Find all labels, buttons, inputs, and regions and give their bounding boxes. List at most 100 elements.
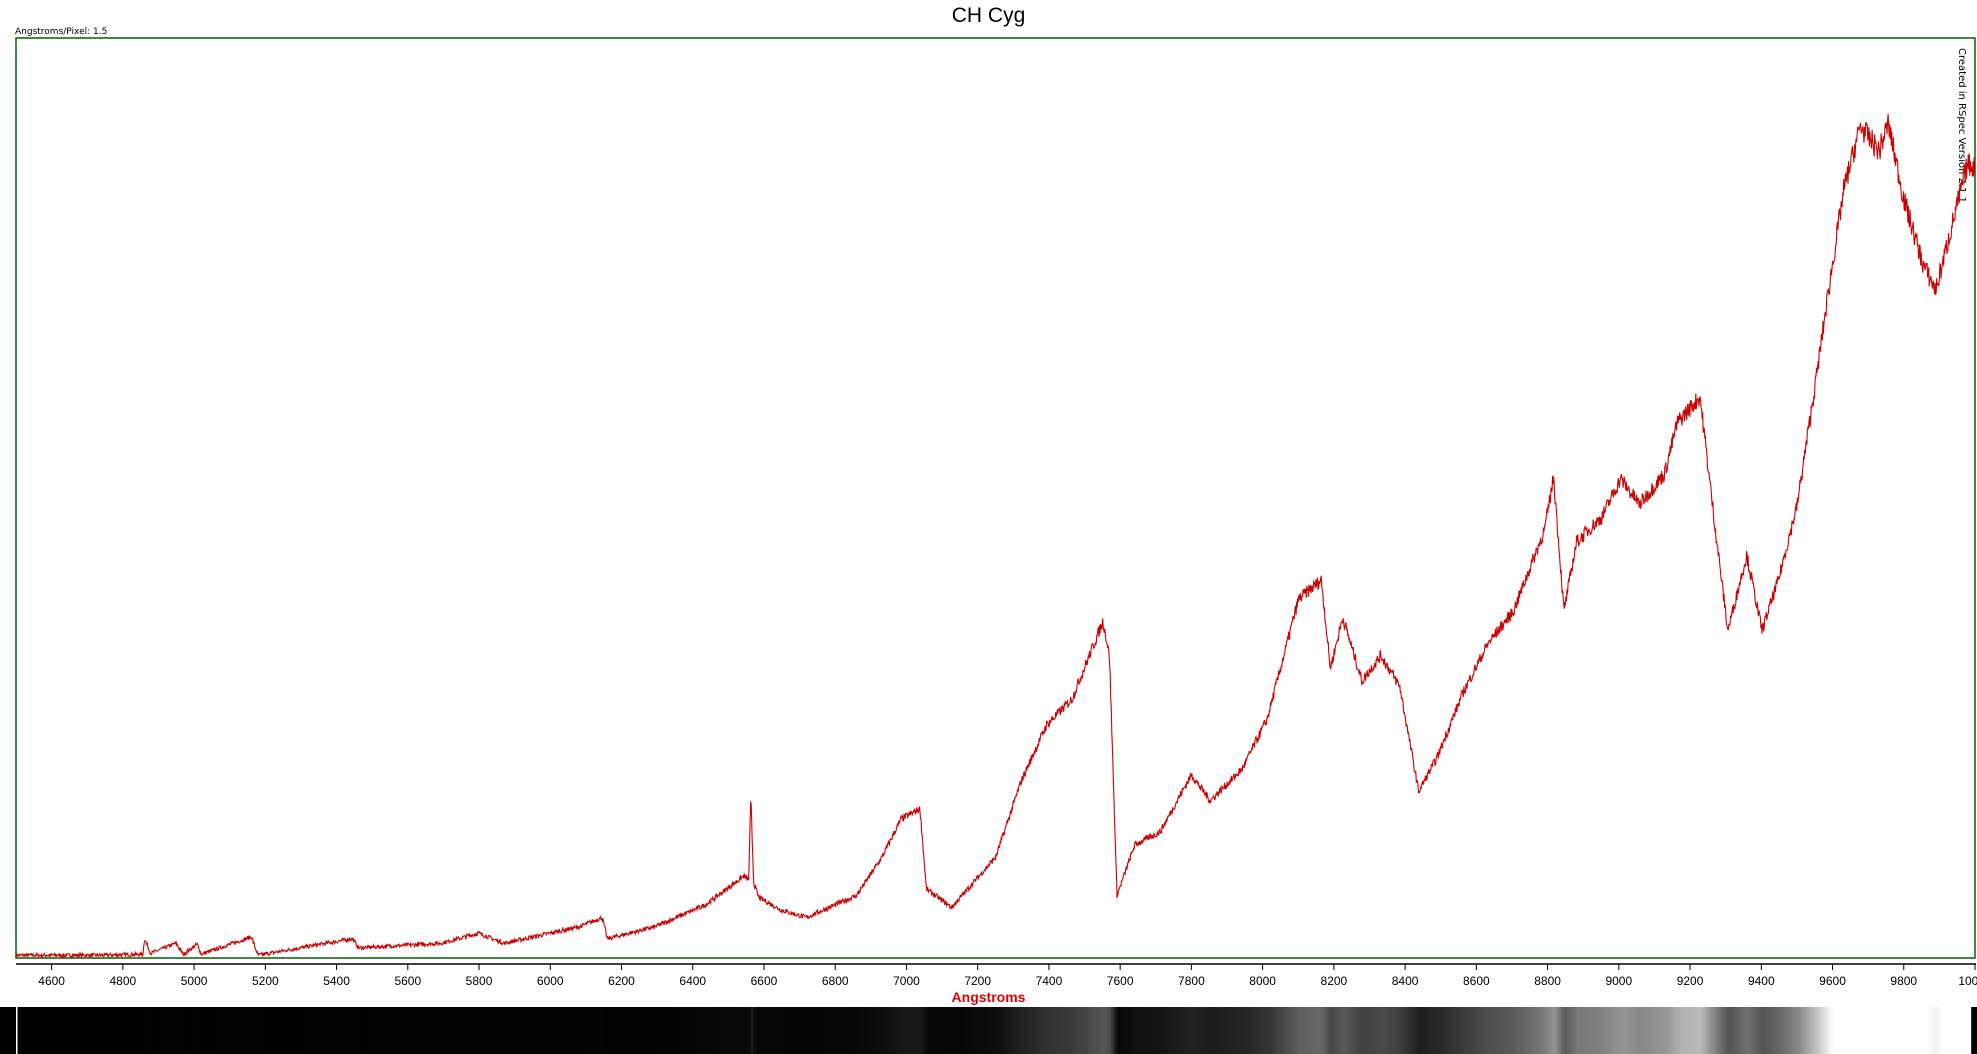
spectrum-strip-band (369, 1007, 372, 1054)
spectrum-strip-band (409, 1007, 412, 1054)
spectrum-strip-band (537, 1007, 540, 1054)
spectrum-strip-band (487, 1007, 490, 1054)
spectrum-strip-band (1583, 1007, 1586, 1054)
spectrum-strip-band (907, 1007, 910, 1054)
spectrum-strip-band (1281, 1007, 1284, 1054)
spectrum-strip-band (125, 1007, 128, 1054)
spectrum-strip-band (191, 1007, 194, 1054)
spectrum-strip-band (1109, 1007, 1112, 1054)
x-tick-label: 4600 (38, 974, 65, 988)
spectrum-strip-band (173, 1007, 176, 1054)
spectrum-strip-band (495, 1007, 498, 1054)
spectrum-strip-band (1581, 1007, 1584, 1054)
spectrum-strip-band (1113, 1007, 1116, 1054)
spectrum-strip-band (1545, 1007, 1548, 1054)
spectrum-strip-band (1839, 1007, 1842, 1054)
spectrum-strip-band (1439, 1007, 1442, 1054)
spectrum-strip-band (649, 1007, 652, 1054)
spectrum-strip-band (563, 1007, 566, 1054)
spectrum-strip-band (311, 1007, 314, 1054)
spectrum-strip-band (79, 1007, 82, 1054)
spectrum-strip-band (991, 1007, 994, 1054)
spectrum-strip-band (1161, 1007, 1164, 1054)
spectrum-strip-band (267, 1007, 270, 1054)
spectrum-strip-band (31, 1007, 34, 1054)
spectrum-strip-band (935, 1007, 938, 1054)
spectrum-strip-band (111, 1007, 114, 1054)
spectrum-strip-band (823, 1007, 826, 1054)
spectrum-strip-band (689, 1007, 692, 1054)
spectrum-strip-band (1009, 1007, 1012, 1054)
spectrum-strip-band (759, 1007, 762, 1054)
spectrum-strip-band (1165, 1007, 1168, 1054)
spectrum-strip-band (179, 1007, 182, 1054)
spectrum-strip-band (1787, 1007, 1790, 1054)
spectrum-strip-band (815, 1007, 818, 1054)
spectrum-strip-band (993, 1007, 996, 1054)
spectrum-strip-band (1385, 1007, 1388, 1054)
spectrum-strip-band (1907, 1007, 1910, 1054)
spectrum-strip-band (497, 1007, 500, 1054)
spectrum-strip-band (891, 1007, 894, 1054)
spectrum-strip-band (837, 1007, 840, 1054)
spectrum-strip-band (1715, 1007, 1718, 1054)
spectrum-strip-band (509, 1007, 512, 1054)
spectrum-strip-band (1703, 1007, 1706, 1054)
spectrum-strip-band (1707, 1007, 1710, 1054)
spectrum-strip-band (933, 1007, 936, 1054)
spectrum-strip-band (1373, 1007, 1376, 1054)
spectrum-strip-band (39, 1007, 42, 1054)
spectrum-strip-band (1445, 1007, 1448, 1054)
spectrum-strip-band (391, 1007, 394, 1054)
spectrum-strip-band (1695, 1007, 1698, 1054)
spectrum-strip-band (247, 1007, 250, 1054)
spectrum-strip-band (367, 1007, 370, 1054)
spectrum-strip-band (1179, 1007, 1182, 1054)
spectrum-strip-band (713, 1007, 716, 1054)
spectrum-strip-band (159, 1007, 162, 1054)
spectrum-strip-band (1315, 1007, 1318, 1054)
spectrum-strip-band (1119, 1007, 1122, 1054)
spectrum-strip-band (659, 1007, 662, 1054)
spectrum-strip-band (871, 1007, 874, 1054)
spectrum-strip-band (703, 1007, 706, 1054)
spectrum-strip-band (913, 1007, 916, 1054)
spectrum-strip-band (169, 1007, 172, 1054)
spectrum-strip-band (621, 1007, 624, 1054)
spectrum-strip-band (709, 1007, 712, 1054)
spectrum-strip-band (1741, 1007, 1744, 1054)
spectrum-strip-band (1537, 1007, 1540, 1054)
spectrum-strip-band (213, 1007, 216, 1054)
spectrum-strip-band (515, 1007, 518, 1054)
spectrum-strip-band (1105, 1007, 1108, 1054)
spectrum-strip-band (613, 1007, 616, 1054)
x-tick-label: 5200 (252, 974, 279, 988)
spectrum-strip-band (783, 1007, 786, 1054)
spectrum-strip-band (1911, 1007, 1914, 1054)
spectrum-strip-band (1011, 1007, 1014, 1054)
spectrum-strip-band (753, 1007, 756, 1054)
spectrum-strip-band (1255, 1007, 1258, 1054)
spectrum-strip-band (1233, 1007, 1236, 1054)
spectrum-strip-band (413, 1007, 416, 1054)
spectrum-strip-band (1485, 1007, 1488, 1054)
spectrum-strip-band (813, 1007, 816, 1054)
spectrum-strip-band (1661, 1007, 1664, 1054)
spectrum-strip-band (1629, 1007, 1632, 1054)
spectrum-strip-band (921, 1007, 924, 1054)
spectrum-strip-band (1963, 1007, 1966, 1054)
spectrum-strip-band (205, 1007, 208, 1054)
spectrum-strip-band (1733, 1007, 1736, 1054)
spectrum-strip-band (211, 1007, 214, 1054)
spectrum-strip-band (1509, 1007, 1512, 1054)
spectrum-strip-band (77, 1007, 80, 1054)
spectrum-strip-band (339, 1007, 342, 1054)
spectrum-strip-band (323, 1007, 326, 1054)
spectrum-strip-band (385, 1007, 388, 1054)
spectrum-strip-band (1241, 1007, 1244, 1054)
spectrum-strip-band (1737, 1007, 1740, 1054)
spectrum-strip-band (1405, 1007, 1408, 1054)
spectrum-strip-band (1791, 1007, 1794, 1054)
spectrum-strip-band (845, 1007, 848, 1054)
spectrum-strip-band (1765, 1007, 1768, 1054)
